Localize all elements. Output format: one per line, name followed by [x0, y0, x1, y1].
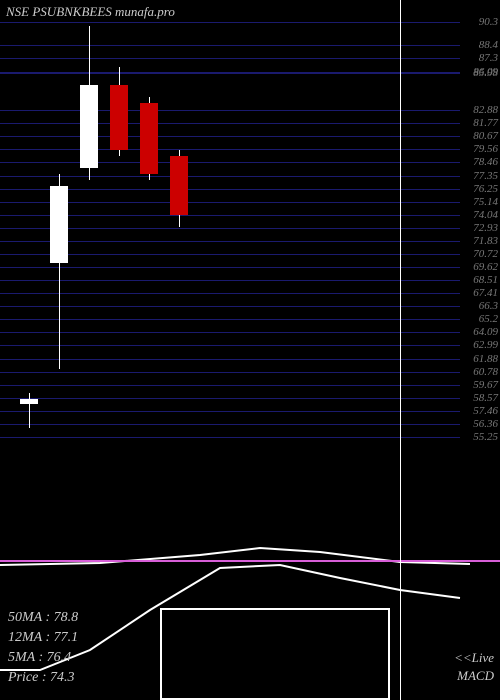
gridline	[0, 372, 460, 373]
y-axis-label: 78.46	[460, 156, 498, 168]
gridline	[0, 359, 460, 360]
y-axis-label: 71.83	[460, 235, 498, 247]
y-axis-label: 56.36	[460, 418, 498, 430]
gridline	[0, 437, 460, 438]
gridline	[0, 332, 460, 333]
gridline	[0, 202, 460, 203]
candle-body	[140, 103, 158, 174]
y-axis-label: 77.35	[460, 170, 498, 182]
gridline	[0, 110, 460, 111]
gridline	[0, 136, 460, 137]
y-axis-label: 85.98	[460, 67, 498, 79]
y-axis-label: 82.88	[460, 104, 498, 116]
candle-body	[20, 399, 38, 405]
gridline	[0, 22, 460, 23]
y-axis-label: 62.99	[460, 339, 498, 351]
gridline	[0, 319, 460, 320]
y-axis-label: 58.57	[460, 392, 498, 404]
y-axis-label: 80.67	[460, 130, 498, 142]
gridline	[0, 306, 460, 307]
y-axis-label: 61.88	[460, 353, 498, 365]
gridline	[0, 398, 460, 399]
y-axis-label: 70.72	[460, 248, 498, 260]
y-axis-label: 55.25	[460, 431, 498, 443]
y-axis-label: 66.3	[460, 300, 498, 312]
live-label: <<Live	[454, 650, 494, 666]
y-axis-label: 57.46	[460, 405, 498, 417]
y-axis-label: 69.62	[460, 261, 498, 273]
chart-title: NSE PSUBNKBEES munafa.pro	[6, 4, 175, 20]
y-axis-label: 60.78	[460, 366, 498, 378]
gridline	[0, 385, 460, 386]
candle-body	[170, 156, 188, 215]
gridline	[0, 345, 460, 346]
y-axis-label: 64.09	[460, 326, 498, 338]
macd-label: MACD	[457, 668, 494, 684]
gridline	[0, 411, 460, 412]
y-axis-label: 81.77	[460, 117, 498, 129]
gridline	[0, 280, 460, 281]
gridline	[0, 241, 460, 242]
gridline	[0, 45, 460, 46]
y-axis-label: 75.14	[460, 196, 498, 208]
gridline	[0, 267, 460, 268]
pink-baseline	[0, 560, 500, 562]
gridline	[0, 228, 460, 229]
y-axis-label: 72.93	[460, 222, 498, 234]
gridline	[0, 149, 460, 150]
gridline	[0, 123, 460, 124]
info-line: 12MA : 77.1	[8, 630, 78, 646]
y-axis-label: 68.51	[460, 274, 498, 286]
gridline	[0, 189, 460, 190]
gridline	[0, 293, 460, 294]
current-time-line	[400, 0, 401, 700]
y-axis-label: 88.4	[460, 39, 498, 51]
y-axis-label: 59.67	[460, 379, 498, 391]
gridline	[0, 215, 460, 216]
gridline	[0, 424, 460, 425]
y-axis-label: 87.3	[460, 52, 498, 64]
candle-body	[50, 186, 68, 263]
price-panel: 90.388.487.386.0985.9882.8881.7780.6779.…	[0, 20, 500, 440]
info-line: 50MA : 78.8	[8, 610, 78, 626]
gridline	[0, 73, 460, 74]
y-axis-label: 65.2	[460, 313, 498, 325]
info-line: Price : 74.3	[8, 670, 74, 686]
candle-body	[80, 85, 98, 168]
gridline	[0, 162, 460, 163]
info-line: 5MA : 76.4	[8, 650, 71, 666]
y-axis-label: 76.25	[460, 183, 498, 195]
gridline	[0, 254, 460, 255]
y-axis-label: 90.3	[460, 16, 498, 28]
y-axis-label: 74.04	[460, 209, 498, 221]
chart-container: NSE PSUBNKBEES munafa.pro 90.388.487.386…	[0, 0, 500, 700]
y-axis-label: 67.41	[460, 287, 498, 299]
gridline	[0, 176, 460, 177]
candle-body	[110, 85, 128, 150]
gridline	[0, 58, 460, 59]
inset-box	[160, 608, 390, 700]
y-axis-label: 79.56	[460, 143, 498, 155]
